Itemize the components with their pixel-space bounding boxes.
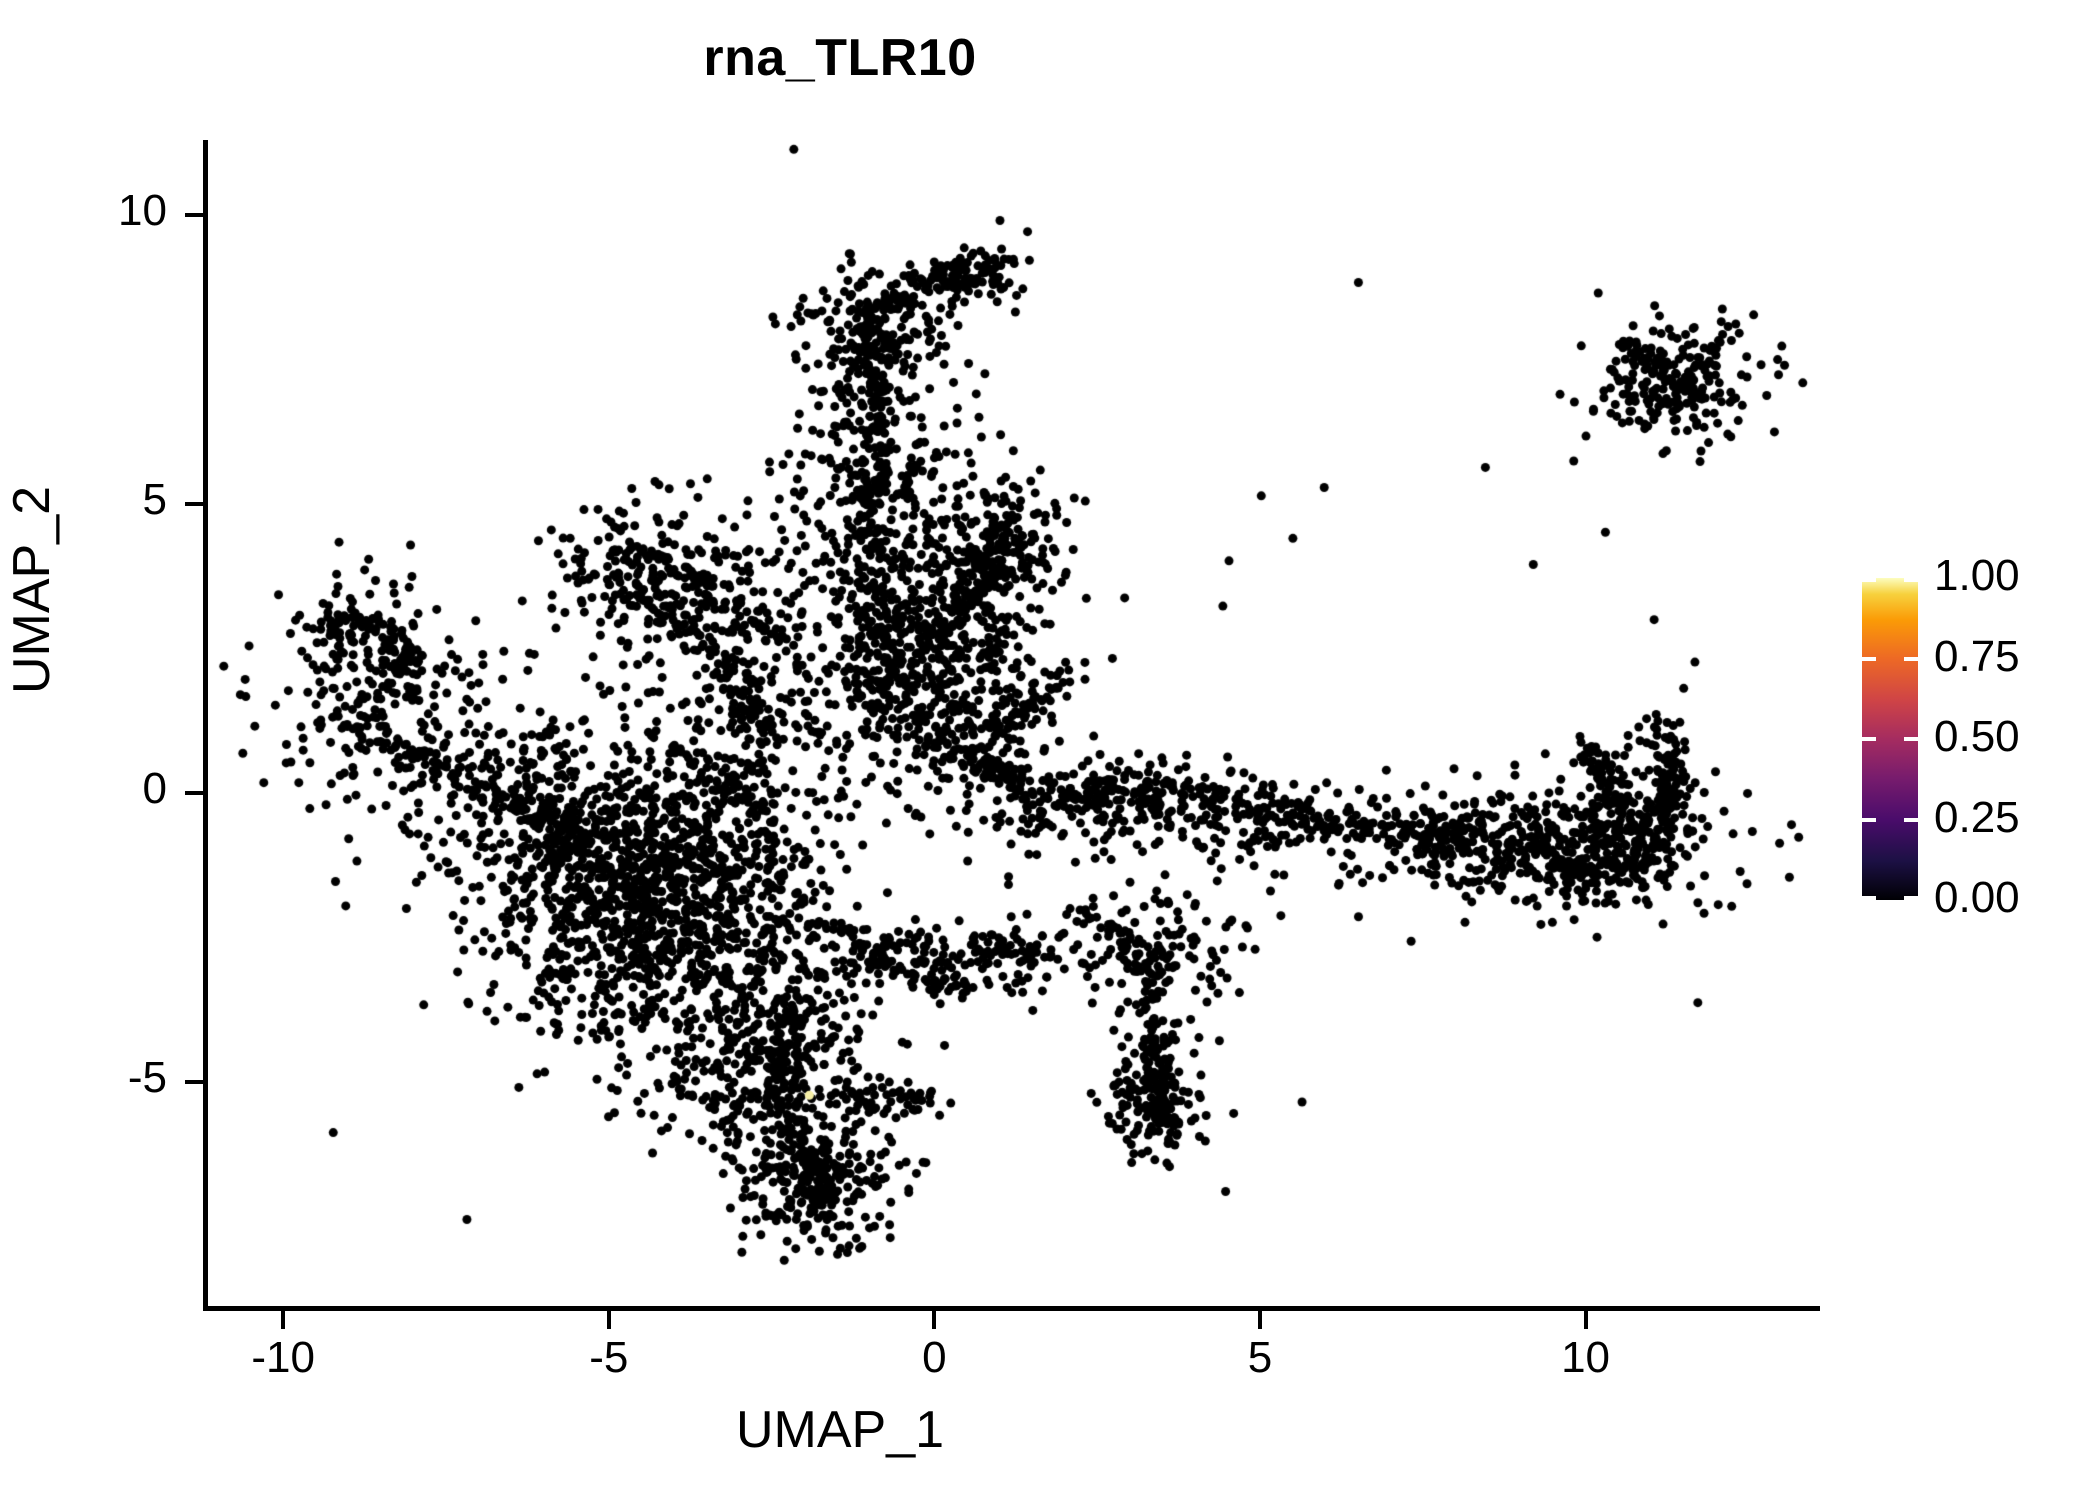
x-tick-label: -10 (251, 1333, 315, 1382)
y-tick-label: 10 (118, 186, 167, 236)
colorbar-tick-label: 1.00 (1934, 551, 2020, 600)
x-tick-label: 10 (1561, 1333, 1611, 1382)
colorbar-tick-label: 0.50 (1934, 712, 2020, 761)
x-tick-label: 0 (922, 1333, 947, 1382)
x-tick-mark (932, 1311, 937, 1329)
colorbar-bar[interactable] (1862, 578, 1918, 900)
x-axis-label: UMAP_1 (735, 1401, 945, 1459)
x-tick-mark (1583, 1311, 1588, 1329)
y-tick-mark (185, 213, 203, 218)
y-tick-label: -5 (127, 1053, 167, 1103)
y-tick-label: 0 (142, 764, 167, 814)
colorbar-tick-mark (1862, 656, 1876, 661)
x-tick-mark (606, 1311, 611, 1329)
x-tick-label: -5 (589, 1333, 629, 1382)
x-axis-line (203, 1306, 1820, 1311)
scatter-canvas[interactable] (205, 140, 1820, 1308)
colorbar-tick-mark (1904, 578, 1918, 582)
x-tick-mark (1257, 1311, 1262, 1329)
colorbar-tick-label: 0.00 (1934, 873, 2020, 922)
colorbar-tick-mark (1862, 896, 1876, 900)
y-axis-label: UMAP_2 (3, 485, 61, 695)
colorbar-tick-label: 0.75 (1934, 631, 2020, 681)
y-tick-mark (185, 502, 203, 507)
colorbar-tick-mark (1862, 817, 1876, 822)
colorbar-tick-mark (1904, 737, 1918, 741)
colorbar-tick-mark (1904, 656, 1918, 661)
plot-panel[interactable] (205, 140, 1820, 1308)
y-axis-line (203, 140, 208, 1310)
colorbar-tick-mark (1862, 578, 1876, 582)
y-tick-mark (185, 791, 203, 796)
y-tick-mark (185, 1080, 203, 1085)
colorbar-legend[interactable]: 1.00 0.75 0.50 0.25 0.00 (1862, 554, 2020, 920)
x-tick-label: 5 (1247, 1333, 1273, 1382)
y-tick-label: 5 (142, 475, 167, 525)
page-title: rna_TLR10 (703, 29, 977, 87)
colorbar-tick-label: 0.25 (1934, 792, 2020, 842)
x-tick-mark (281, 1311, 286, 1329)
colorbar-tick-mark (1904, 817, 1918, 822)
colorbar-tick-mark (1862, 737, 1876, 741)
colorbar-tick-mark (1904, 896, 1918, 900)
